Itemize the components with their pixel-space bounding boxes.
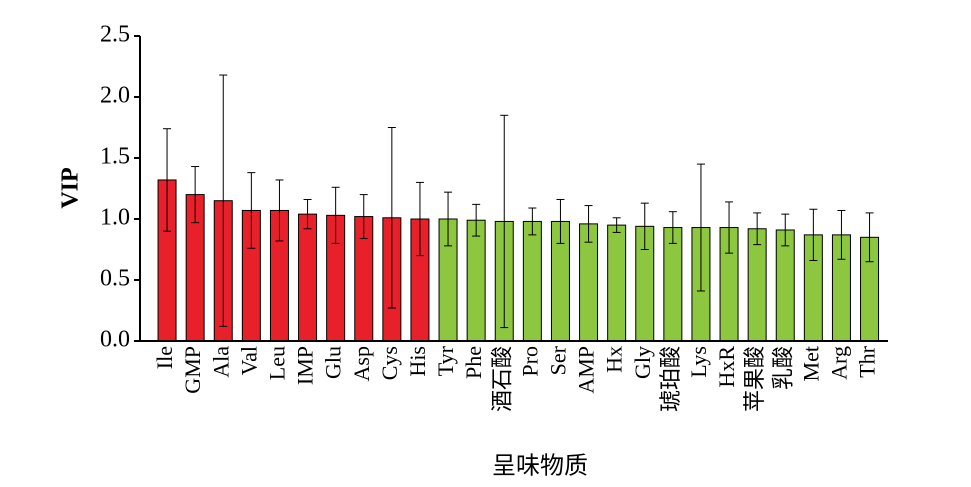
x-tick-label: Ile [152, 346, 177, 369]
x-tick-label: Asp [349, 346, 374, 381]
x-tick-label: Cys [377, 346, 402, 380]
x-tick-label: 酒石酸 [489, 346, 514, 412]
x-tick-label: Glu [321, 346, 346, 379]
x-tick-label: Leu [264, 346, 289, 380]
x-tick-label: HxR [714, 346, 739, 388]
x-tick-label: Met [798, 346, 823, 381]
y-tick-label: 1.5 [100, 144, 130, 170]
y-axis-title: VIP [58, 167, 84, 208]
bar [775, 229, 795, 342]
x-tick-label: Ser [545, 345, 570, 375]
x-tick-label: Arg [826, 346, 851, 380]
x-tick-label: Lys [686, 346, 711, 378]
x-tick-label: Hx [602, 346, 627, 373]
bar [522, 220, 542, 342]
x-tick-label: Ala [208, 346, 233, 378]
x-tick-label: Thr [855, 345, 880, 377]
y-tick-label: 0.5 [100, 266, 130, 292]
y-tick-label: 1.0 [100, 205, 130, 231]
x-tick-label: AMP [574, 346, 599, 394]
bar [747, 228, 767, 342]
x-tick-label: 苹果酸 [742, 346, 767, 412]
x-tick-label: GMP [180, 346, 205, 394]
bar [663, 227, 683, 342]
x-tick-label: Pro [517, 346, 542, 377]
x-tick-label: Phe [461, 346, 486, 379]
bar [298, 213, 318, 342]
y-tick-label: 0.0 [100, 327, 130, 353]
x-tick-label: IMP [293, 346, 318, 385]
x-tick-label: 琥珀酸 [658, 346, 683, 412]
x-tick-label: Gly [630, 346, 655, 379]
y-tick-label: 2.0 [100, 83, 130, 109]
x-axis-title: 呈味物质 [492, 453, 588, 480]
bar [466, 219, 486, 342]
x-tick-label: His [405, 346, 430, 377]
x-tick-label: Tyr [433, 345, 458, 376]
bar [607, 224, 627, 342]
x-tick-label: 乳酸 [770, 346, 795, 390]
x-tick-label: Val [236, 346, 261, 375]
y-tick-label: 2.5 [100, 22, 130, 48]
